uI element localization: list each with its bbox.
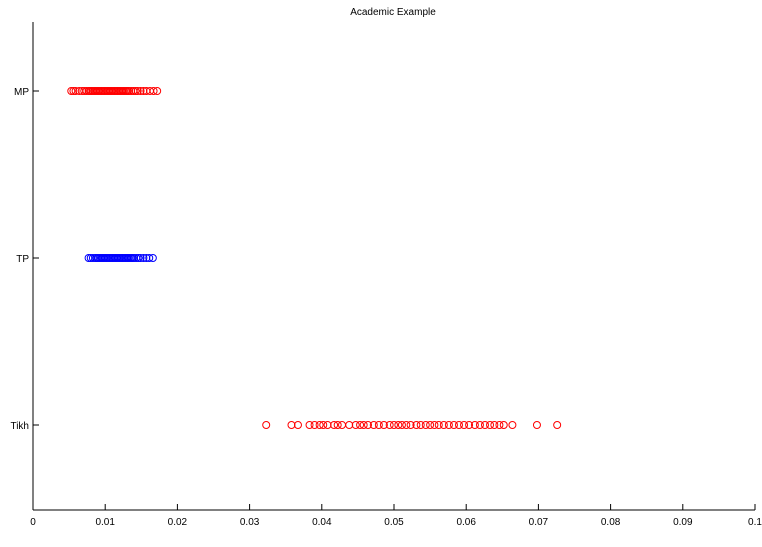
data-point-tikh [319, 421, 328, 429]
x-tick-label: 0.02 [168, 517, 188, 528]
data-points [67, 87, 562, 429]
data-point-tikh [397, 421, 406, 429]
data-point-tikh [293, 421, 302, 429]
data-point-mp [127, 87, 136, 95]
y-tick-label: Tikh [10, 421, 29, 432]
x-tick-label: 0.07 [529, 517, 549, 528]
data-point-mp [71, 87, 80, 95]
chart-title: Academic Example [350, 7, 436, 18]
data-point-tikh [379, 421, 388, 429]
x-tick-label: 0.06 [456, 517, 476, 528]
data-point-tikh [356, 421, 365, 429]
data-point-tp [84, 254, 93, 262]
data-point-tikh [364, 421, 373, 429]
data-point-tikh [287, 421, 296, 429]
x-tick-label: 0 [30, 517, 36, 528]
data-point-mp [149, 87, 158, 95]
data-point-tikh [385, 421, 394, 429]
x-axis-ticks: 0 0.01 0.02 0.03 0.04 0.05 0.06 0.07 0.08 0.09 0.1 [30, 504, 762, 528]
data-point-tikh [495, 421, 504, 429]
data-point-tikh [394, 421, 403, 429]
data-point-tikh [330, 421, 339, 429]
data-point-tikh [402, 421, 411, 429]
data-point-tikh [454, 421, 463, 429]
x-tick-label: 0.05 [384, 517, 404, 528]
data-point-tikh [412, 421, 421, 429]
data-point-tikh [439, 421, 448, 429]
data-point-tikh [305, 421, 314, 429]
data-point-tikh [416, 421, 425, 429]
data-point-mp [125, 87, 134, 95]
data-point-tikh [374, 421, 383, 429]
data-point-tp [134, 254, 143, 262]
data-point-tp [136, 254, 145, 262]
data-point-tikh [470, 421, 479, 429]
data-point-tp [142, 254, 151, 262]
data-point-tikh [465, 421, 474, 429]
data-point-tikh [323, 421, 332, 429]
data-point-tp [130, 254, 139, 262]
x-tick-label: 0.1 [748, 517, 762, 528]
data-point-mp [133, 87, 142, 95]
data-point-mp [67, 87, 76, 95]
y-tick-label: MP [14, 87, 29, 98]
data-point-tikh [475, 421, 484, 429]
data-point-tikh [390, 421, 398, 429]
data-point-tikh [359, 421, 368, 429]
data-point-mp [139, 87, 148, 95]
data-point-tp [88, 254, 97, 262]
data-point-tikh [460, 421, 469, 429]
y-axis-ticks: MP TP Tikh [10, 87, 39, 432]
x-tick-label: 0.01 [95, 517, 115, 528]
data-point-tikh [310, 421, 319, 429]
data-point-tikh [532, 421, 541, 429]
data-point-mp [136, 87, 145, 95]
data-point-tikh [426, 421, 435, 429]
x-tick-label: 0.03 [240, 517, 260, 528]
data-point-mp [153, 87, 162, 95]
data-point-tikh [490, 421, 499, 429]
data-point-tikh [480, 421, 489, 429]
data-point-mp [78, 87, 87, 95]
data-point-tikh [421, 421, 430, 429]
data-point-tikh [444, 421, 453, 429]
data-point-tikh [345, 421, 354, 429]
data-point-tikh [351, 421, 360, 429]
data-point-tp [139, 254, 148, 262]
data-point-tikh [508, 421, 517, 429]
x-tick-label: 0.04 [312, 517, 332, 528]
data-point-tikh [449, 421, 458, 429]
data-point-tikh [499, 421, 508, 429]
data-point-tp [145, 254, 154, 262]
data-point-tikh [262, 421, 271, 429]
data-point-tikh [315, 421, 324, 429]
data-point-tikh [553, 421, 562, 429]
data-point-mp [69, 87, 78, 95]
data-point-tikh [430, 421, 439, 429]
data-point-mp [131, 87, 140, 95]
data-point-tp [148, 254, 157, 262]
data-point-tikh [333, 421, 342, 429]
y-tick-label: TP [16, 254, 29, 265]
data-point-tikh [486, 421, 495, 429]
x-tick-label: 0.09 [673, 517, 693, 528]
data-point-tikh [338, 421, 347, 429]
x-tick-label: 0.08 [601, 517, 621, 528]
data-point-tikh [406, 421, 415, 429]
data-point-tikh [434, 421, 443, 429]
data-point-tikh [369, 421, 378, 429]
data-point-mp [82, 87, 91, 95]
